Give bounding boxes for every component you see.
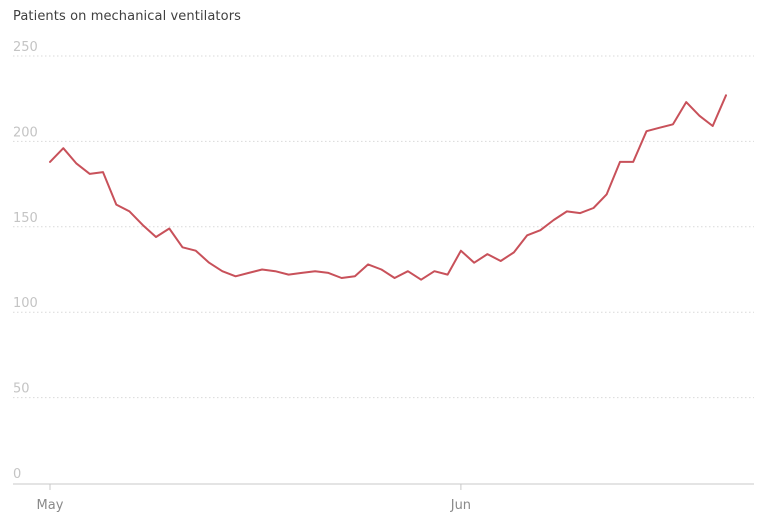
x-tick-label-jun: Jun (450, 498, 471, 513)
y-tick-label-50: 50 (13, 382, 30, 397)
chart-title: Patients on mechanical ventilators (13, 9, 242, 24)
y-tick-label-0: 0 (13, 467, 21, 482)
y-tick-label-250: 250 (13, 40, 38, 55)
y-tick-label-200: 200 (13, 125, 38, 140)
x-tick-label-may: May (37, 498, 64, 513)
ventilator-patients-line (49, 94, 727, 281)
y-tick-label-150: 150 (13, 211, 38, 226)
y-tick-label-100: 100 (13, 296, 38, 311)
